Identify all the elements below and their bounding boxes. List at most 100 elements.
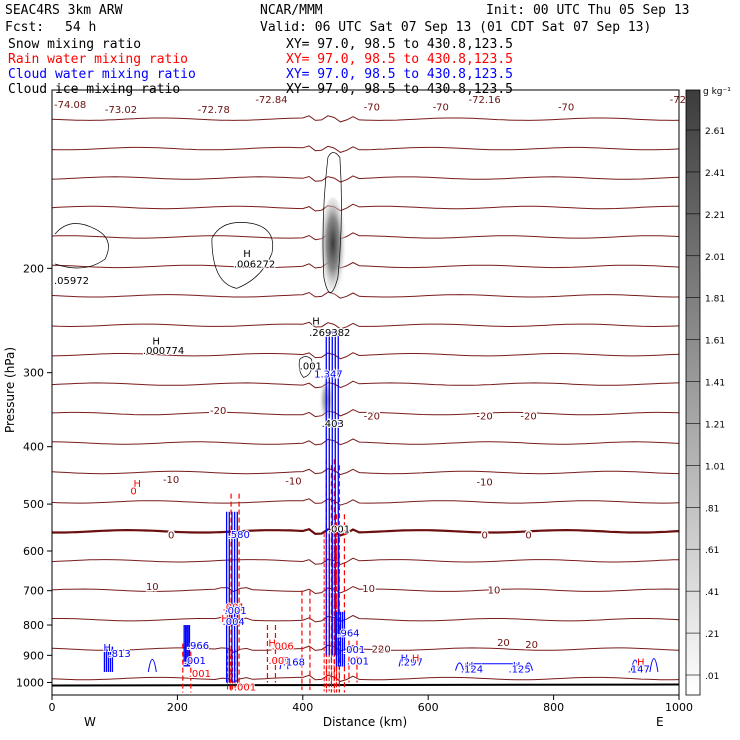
- field-annotation: .001: [223, 603, 245, 614]
- x-tick-label: 800: [543, 701, 564, 714]
- rain-water-contour: [230, 493, 240, 693]
- cloud-water-contour: [279, 656, 289, 670]
- rain-water-contour: [182, 643, 192, 693]
- field-annotation: .813: [108, 649, 130, 660]
- contour-label: -20: [520, 412, 536, 423]
- temperature-contour-line: [52, 321, 679, 330]
- init-time: Init: 00 UTC Thu 05 Sep 13: [486, 3, 690, 18]
- field-annotation: H: [134, 479, 142, 490]
- field-annotation: H: [221, 614, 229, 625]
- field-annotation: .403: [322, 419, 344, 430]
- field-annotation: H: [243, 249, 251, 260]
- cloud-ice-contour: [322, 152, 342, 293]
- contour-label: 0: [168, 531, 174, 542]
- contour-label: 20: [497, 638, 510, 649]
- contour-label: -20: [364, 412, 380, 423]
- field-annotation: .006: [271, 642, 293, 653]
- temperature-contours: [52, 115, 679, 687]
- cloud-water-contour: [524, 662, 534, 671]
- field-annotation: .001: [184, 656, 206, 667]
- colorbar-tick-label: .21: [705, 630, 719, 640]
- temperature-contour-line: [52, 232, 679, 241]
- field-annotations: -74.08 -72H.006272.05972H.000774H.269382.…: [53, 94, 687, 694]
- y-tick-label: 200: [23, 262, 44, 275]
- surface-line: [52, 683, 679, 687]
- x-tick-label: 600: [418, 701, 439, 714]
- colorbar-tick-label: 2.21: [705, 211, 725, 221]
- field-annotation: .125: [508, 665, 530, 676]
- model-title: SEAC4RS 3km ARW: [5, 3, 123, 18]
- field-annotation: .147: [628, 665, 650, 676]
- y-tick-label: 300: [23, 367, 44, 380]
- temperature-contour-line: [52, 261, 679, 269]
- y-tick-label: 600: [23, 545, 44, 558]
- y-tick-label: 1000: [16, 676, 44, 689]
- contour-label: -20: [476, 412, 492, 423]
- x-tick-label: 0: [49, 701, 56, 714]
- temperature-contour-line: [52, 115, 679, 123]
- y-axis-label: Pressure (hPa): [3, 347, 17, 433]
- colorbar-tick-label: 1.81: [705, 295, 725, 305]
- contour-label: 20: [372, 645, 385, 656]
- field-annotation: .168: [283, 657, 305, 668]
- x-axis-label: Distance (km): [323, 715, 407, 729]
- colorbar-tick-label: 1.61: [705, 337, 725, 347]
- field-annotation: H: [152, 337, 160, 348]
- legend-xy-rain: XY= 97.0, 98.5 to 430.8,123.5: [286, 52, 513, 67]
- cloud-water-contour: [455, 662, 465, 671]
- temperature-contour-line: [52, 352, 679, 360]
- temperature-contour-line: [52, 291, 679, 299]
- colorbar-scale: [685, 89, 701, 696]
- y-tick-label: 900: [23, 649, 44, 662]
- x-tick-label: 1000: [665, 701, 693, 714]
- contour-label: 0: [525, 531, 531, 542]
- contour-label: -73.02: [105, 105, 137, 116]
- y-tick-label: 800: [23, 619, 44, 632]
- colorbar-unit: g kg⁻¹: [703, 87, 731, 97]
- center-title: NCAR/MMM: [260, 3, 323, 18]
- y-tick-label: 700: [23, 585, 44, 598]
- colorbar-tick-label: 1.21: [705, 420, 725, 430]
- field-annotation: H: [103, 643, 111, 654]
- field-annotation: H: [412, 654, 420, 665]
- snow-shading-core: [318, 197, 347, 314]
- endpoint-east: E: [656, 715, 664, 729]
- legend-item-rain: Rain water mixing ratio: [8, 52, 188, 67]
- y-tick-label: 400: [23, 441, 44, 454]
- field-annotation: .297: [401, 657, 423, 668]
- colorbar: g kg⁻¹ 2.61 2.41 2.21 2.01 1.81 1.61 1.41 1.21 1…: [685, 87, 731, 696]
- temperature-contour-line: [52, 498, 679, 506]
- cloud-ice-contour: [54, 223, 109, 269]
- temperature-contour-line: [52, 644, 679, 653]
- x-axis-ticks: 0 200 400 600 800 1000: [49, 695, 693, 714]
- temperature-contour-line: [52, 438, 679, 446]
- colorbar-tick-label: 2.01: [705, 253, 725, 263]
- rain-water-contour: [348, 640, 358, 683]
- field-annotation: .580: [228, 530, 250, 541]
- field-annotation: .001: [224, 606, 246, 617]
- field-annotation: .001: [268, 656, 290, 667]
- contour-label: -72.78: [198, 105, 230, 116]
- field-annotation: .966: [187, 641, 209, 652]
- valid-time: Valid: 06 UTC Sat 07 Sep 13 (01 CDT Sat …: [260, 20, 651, 35]
- field-annotation: H: [513, 661, 521, 672]
- cloud-water-contour: [630, 659, 640, 673]
- temperature-contour-line: [52, 585, 679, 595]
- temperature-contour-line: [52, 145, 679, 153]
- legend-item-cloud-water: Cloud water mixing ratio: [8, 67, 196, 82]
- contour-label: -70: [364, 102, 380, 113]
- temperature-contour-line: [52, 409, 679, 418]
- cloud-water-contour: [649, 658, 659, 673]
- colorbar-tick-label: .81: [705, 504, 719, 514]
- endpoint-west: W: [84, 715, 96, 729]
- colorbar-tick-label: .01: [705, 672, 719, 682]
- plot-frame: [51, 89, 680, 696]
- field-annotation: .004: [223, 617, 245, 628]
- field-annotation: .001: [189, 669, 211, 680]
- field-annotation: -72: [670, 95, 686, 106]
- field-annotation: .001: [347, 657, 369, 668]
- rain-water-contour: [325, 459, 335, 693]
- cloud-ice-contour: [211, 222, 274, 289]
- field-annotation: .000774: [143, 346, 184, 357]
